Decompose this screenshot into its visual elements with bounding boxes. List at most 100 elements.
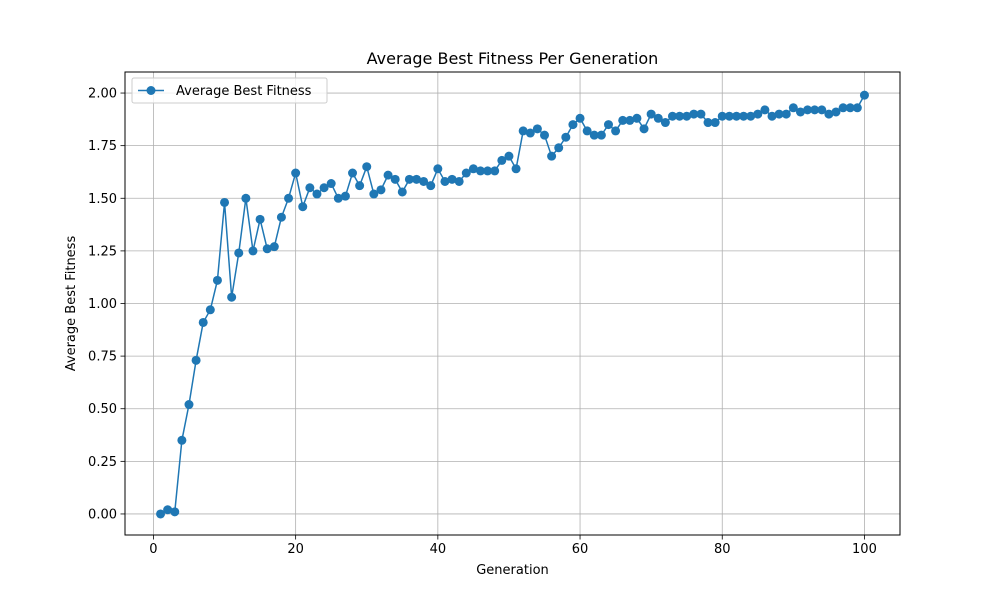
data-point bbox=[376, 185, 386, 195]
y-tick-label: 1.50 bbox=[88, 192, 117, 207]
y-axis-title: Average Best Fitness bbox=[64, 236, 79, 372]
data-point bbox=[682, 111, 692, 121]
data-point bbox=[284, 193, 294, 203]
data-point bbox=[476, 166, 485, 176]
series-layer bbox=[156, 90, 869, 519]
data-point bbox=[739, 111, 749, 121]
data-point bbox=[575, 113, 585, 123]
data-point bbox=[198, 317, 208, 327]
data-point bbox=[390, 174, 400, 184]
data-point bbox=[781, 109, 791, 119]
data-point bbox=[831, 107, 841, 117]
data-point bbox=[426, 181, 436, 191]
data-point bbox=[184, 400, 194, 410]
data-point bbox=[525, 128, 535, 138]
data-point bbox=[675, 111, 685, 121]
data-point bbox=[859, 90, 869, 100]
data-point bbox=[362, 162, 372, 172]
y-tick-label: 1.25 bbox=[88, 244, 117, 259]
data-point bbox=[810, 105, 820, 115]
data-point bbox=[788, 103, 798, 113]
data-point bbox=[504, 151, 514, 161]
y-tick-label: 0.75 bbox=[88, 350, 117, 365]
legend-box bbox=[131, 77, 328, 104]
data-point bbox=[511, 164, 521, 174]
data-point bbox=[355, 181, 365, 191]
data-point bbox=[447, 174, 457, 184]
data-point bbox=[483, 166, 493, 176]
data-point bbox=[817, 105, 827, 115]
legend-marker-swatch bbox=[146, 86, 156, 95]
data-point bbox=[703, 118, 713, 128]
data-point bbox=[803, 105, 813, 115]
data-point bbox=[333, 193, 343, 203]
x-tick-label: 40 bbox=[430, 542, 447, 557]
data-point bbox=[497, 155, 507, 165]
x-axis-title: Generation bbox=[476, 563, 549, 578]
data-point bbox=[653, 113, 663, 123]
data-point bbox=[760, 105, 770, 115]
data-point bbox=[305, 183, 315, 193]
data-point bbox=[412, 174, 422, 184]
data-point bbox=[241, 193, 251, 203]
data-point bbox=[461, 168, 471, 178]
data-point bbox=[397, 187, 407, 197]
data-point bbox=[639, 124, 649, 134]
data-point bbox=[646, 109, 656, 119]
gridlines bbox=[125, 72, 900, 535]
legend: Average Best Fitness bbox=[131, 77, 328, 104]
data-point bbox=[454, 176, 464, 186]
data-point bbox=[774, 109, 784, 119]
data-point bbox=[276, 212, 286, 222]
data-point bbox=[326, 179, 336, 189]
data-point bbox=[532, 124, 542, 134]
data-point bbox=[710, 118, 720, 128]
y-tick-label: 1.00 bbox=[88, 297, 117, 312]
data-point bbox=[312, 189, 322, 199]
data-point bbox=[440, 176, 450, 186]
data-point bbox=[603, 120, 613, 130]
data-point bbox=[419, 176, 429, 186]
data-point bbox=[369, 189, 379, 199]
data-point bbox=[731, 111, 741, 121]
data-point bbox=[177, 435, 187, 445]
data-point bbox=[611, 126, 621, 136]
data-point bbox=[348, 168, 358, 178]
y-tick-label: 2.00 bbox=[88, 87, 117, 102]
data-point bbox=[838, 103, 848, 113]
legend-label: Average Best Fitness bbox=[176, 84, 312, 99]
data-point bbox=[433, 164, 443, 174]
data-point bbox=[696, 109, 706, 119]
data-point bbox=[220, 197, 230, 207]
data-point bbox=[490, 166, 500, 176]
chart-title: Average Best Fitness Per Generation bbox=[367, 49, 659, 68]
data-point bbox=[248, 246, 258, 256]
y-tick-label: 0.50 bbox=[88, 402, 117, 417]
x-tick-label: 80 bbox=[714, 542, 731, 557]
data-point bbox=[632, 113, 642, 123]
x-tick-label: 60 bbox=[572, 542, 589, 557]
data-point bbox=[845, 103, 855, 113]
data-point bbox=[191, 355, 201, 365]
data-point bbox=[660, 118, 670, 128]
data-point bbox=[255, 214, 265, 224]
data-point bbox=[319, 183, 329, 193]
y-tick-label: 0.25 bbox=[88, 455, 117, 470]
data-point bbox=[404, 174, 414, 184]
data-point bbox=[205, 305, 215, 315]
y-tick-label: 0.00 bbox=[88, 507, 117, 522]
x-tick-label: 100 bbox=[852, 542, 877, 557]
data-point bbox=[291, 168, 301, 178]
data-point bbox=[589, 130, 599, 140]
data-point bbox=[689, 109, 699, 119]
data-point bbox=[468, 164, 478, 174]
x-tick-label: 20 bbox=[287, 542, 304, 557]
data-point bbox=[170, 507, 180, 517]
data-point bbox=[540, 130, 549, 140]
data-point bbox=[212, 275, 222, 285]
axis-ticks: 0 20 40 60 80 100 0.00 0.25 0.50 0.75 1.00 1.25 1.50… bbox=[88, 87, 877, 557]
data-point bbox=[852, 103, 862, 113]
data-point bbox=[824, 109, 834, 119]
data-point bbox=[795, 107, 805, 117]
